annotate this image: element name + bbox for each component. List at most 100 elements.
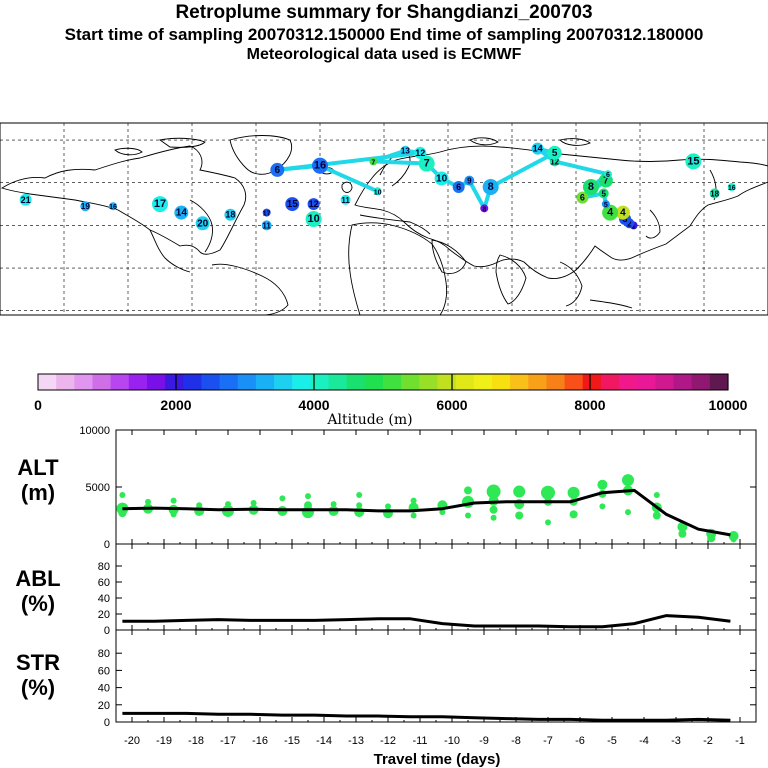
alt-scatter-point (354, 507, 365, 518)
alt-scatter-point (465, 512, 471, 519)
plume-day-label: 16 (109, 204, 117, 211)
alt-scatter-point (678, 529, 687, 538)
plume-day-label: 15 (687, 155, 699, 167)
plume-point: 19 (80, 201, 91, 212)
plume-day-label: 5 (552, 148, 558, 159)
timeseries-panels: ALT (m) ABL (%) STR (%) 10000 5000 0 0 20 40 6… (15, 425, 757, 768)
plume-marker (307, 198, 320, 211)
x-tick-label: -6 (575, 735, 585, 747)
colorbar-cell (455, 374, 475, 390)
plume-marker (305, 211, 322, 227)
plume-marker (285, 197, 300, 212)
x-tick-label: -12 (380, 735, 396, 747)
alt-scatter-point (599, 503, 606, 510)
plume-day-label: 8 (482, 206, 486, 213)
mean-line (122, 488, 731, 537)
plume-point: 14 (174, 205, 189, 220)
plume-point: 7 (418, 155, 435, 172)
world-map: 1234455678612145889610771312616101112151… (0, 122, 768, 316)
plume-marker (418, 155, 435, 172)
colorbar-label: Altitude (m) (326, 412, 412, 428)
plume-marker (224, 208, 237, 221)
x-tick-label: -5 (607, 735, 617, 747)
plume-marker (452, 181, 465, 193)
colorbar-cell (146, 374, 166, 390)
plume-day-label: 15 (287, 199, 299, 210)
alt-scatter-point (513, 485, 526, 498)
plume-marker (601, 200, 610, 209)
plume-marker (414, 146, 427, 159)
x-tick-label: -14 (316, 735, 332, 747)
plume-marker (685, 153, 702, 170)
plume-marker (598, 188, 609, 199)
plume-point: 16 (312, 157, 328, 174)
plume-day-label: 8 (488, 181, 494, 193)
alt-scatter-point (385, 503, 391, 510)
x-tick-label: -4 (639, 735, 649, 747)
colorbar-cell (255, 374, 275, 390)
y-tick-label: 0 (104, 717, 110, 729)
plume-point: 5 (547, 145, 562, 160)
plume-day-label: 6 (275, 165, 281, 176)
x-tick-label: -10 (444, 735, 460, 747)
colorbar-cell (201, 374, 221, 390)
plume-marker (80, 201, 91, 212)
plume-point: 12 (414, 146, 427, 159)
colorbar-tick-label: 6000 (436, 397, 467, 413)
plume-day-label: 20 (197, 218, 209, 229)
panel-2: 0 20 40 60 80 -20 -19 -18 -17 -16 -15 -14 -13 -12 -11 -… (98, 629, 757, 747)
alt-scatter-point (567, 486, 580, 499)
x-tick-label: -2 (703, 735, 713, 747)
plume-day-label: 21 (21, 195, 31, 205)
plume-day-label: 10 (307, 213, 319, 225)
sampling-period: Start time of sampling 20070312.150000 E… (64, 25, 704, 44)
plume-point: 15 (285, 197, 300, 212)
plume-marker (482, 179, 499, 195)
plume-day-label: 9 (467, 177, 472, 186)
mean-line (122, 711, 731, 722)
colorbar-cell (691, 374, 711, 390)
plume-marker (174, 205, 189, 220)
alt-scatter-point (515, 511, 524, 520)
panel-frame (115, 429, 757, 545)
alt-panel-label: ALT (17, 455, 59, 480)
alt-scatter-point (569, 510, 578, 519)
alt-scatter-point (410, 512, 417, 519)
plume-marker (480, 204, 489, 213)
plume-day-label: 4 (607, 207, 614, 219)
alt-scatter-point (225, 501, 231, 508)
plume-positions: 1234455678612145889610771312616101112151… (19, 142, 736, 231)
colorbar-cell (128, 374, 148, 390)
alt-scatter-point (170, 497, 177, 504)
x-tick-label: -8 (511, 735, 521, 747)
colorbar-tick-label: 4000 (298, 397, 329, 413)
x-tick-label: -7 (543, 735, 553, 747)
plume-point: 20 (195, 216, 210, 231)
plume-marker (547, 145, 562, 160)
plume-marker (262, 208, 271, 217)
colorbar-cell (38, 374, 57, 390)
plume-day-label: 19 (81, 202, 90, 211)
plume-marker (727, 183, 736, 191)
plume-marker (19, 193, 32, 206)
plume-point: 15 (685, 153, 702, 170)
plume-day-label: 4 (620, 208, 626, 219)
plume-point: 5 (598, 188, 609, 199)
alt-scatter-point (170, 511, 177, 518)
plume-day-label: 14 (533, 144, 543, 154)
x-tick-label: -1 (735, 735, 745, 747)
plume-day-label: 7 (371, 159, 375, 166)
alt-scatter-point (145, 498, 151, 505)
plume-day-label: 7 (603, 176, 609, 187)
colorbar-tick-label: 8000 (574, 397, 605, 413)
plume-point: 17 (262, 208, 271, 218)
x-tick-label: -18 (188, 735, 204, 747)
x-tick-label: -13 (348, 735, 364, 747)
colorbar-frame (37, 373, 729, 391)
colorbar-cell (383, 374, 402, 390)
plume-point: 16 (109, 202, 118, 211)
plume-point: 4 (615, 205, 630, 220)
plume-marker (582, 179, 599, 195)
plume-marker (604, 170, 612, 179)
y-tick-label: 60 (98, 665, 110, 677)
